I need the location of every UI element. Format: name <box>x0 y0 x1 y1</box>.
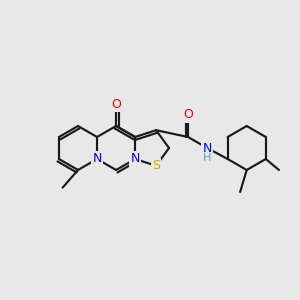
Text: S: S <box>152 159 160 172</box>
Text: N: N <box>92 152 102 166</box>
Text: N: N <box>202 142 212 154</box>
Text: O: O <box>183 109 193 122</box>
Text: O: O <box>111 98 121 110</box>
Text: N: N <box>130 152 140 166</box>
Text: H: H <box>203 153 211 163</box>
